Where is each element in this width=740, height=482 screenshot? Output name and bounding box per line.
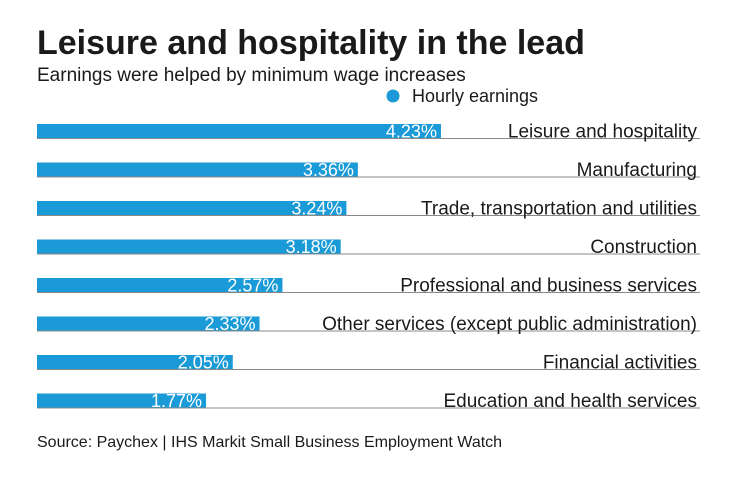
bar <box>37 278 283 292</box>
category-label: Financial activities <box>543 353 697 374</box>
category-label: Education and health services <box>444 391 698 412</box>
value-label: 3.24% <box>291 199 342 219</box>
value-label: 3.36% <box>303 160 354 180</box>
category-label: Manufacturing <box>577 160 697 181</box>
bar <box>37 162 358 177</box>
bar <box>37 201 347 215</box>
category-label: Leisure and hospitality <box>508 122 698 143</box>
value-label: 2.05% <box>178 353 229 373</box>
value-label: 1.77% <box>151 391 202 411</box>
category-label: Other services (except public administra… <box>322 314 697 335</box>
value-label: 2.57% <box>227 276 278 296</box>
source: Source: Paychex | IHS Markit Small Busin… <box>37 434 502 451</box>
value-label: 3.18% <box>286 237 337 257</box>
category-label: Construction <box>590 237 697 258</box>
bar <box>37 124 441 138</box>
bar <box>37 355 233 369</box>
chart-title: Leisure and hospitality in the lead <box>37 24 585 62</box>
legend-marker <box>386 89 400 103</box>
category-label: Trade, transportation and utilities <box>421 199 697 220</box>
bar <box>37 393 207 408</box>
value-label: 4.23% <box>386 122 437 142</box>
bar <box>37 316 260 331</box>
legend-label: Hourly earnings <box>412 86 538 106</box>
bar <box>37 239 341 254</box>
category-label: Professional and business services <box>400 276 697 297</box>
value-label: 2.33% <box>204 314 255 334</box>
chart-subtitle: Earnings were helped by minimum wage inc… <box>37 65 466 86</box>
